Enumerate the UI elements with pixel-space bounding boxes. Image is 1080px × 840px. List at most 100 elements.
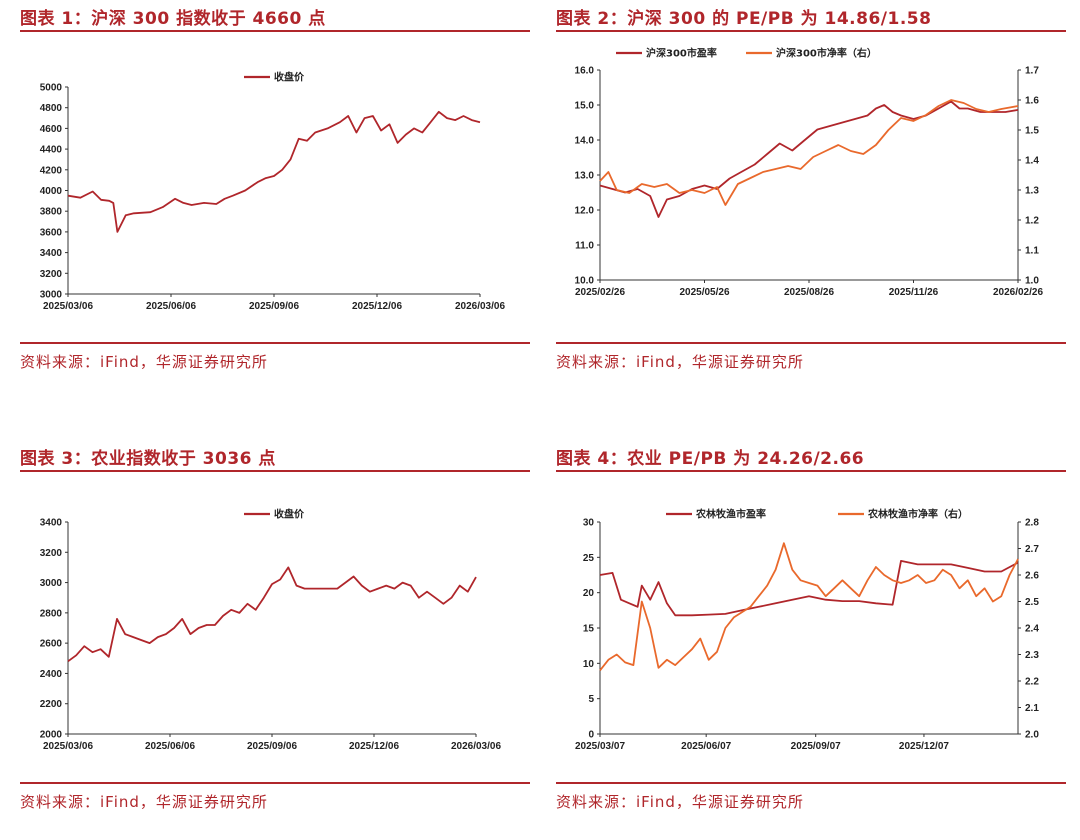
source-note-4: 资料来源：iFind，华源证券研究所 [556, 793, 804, 811]
x-tick-label: 2025/12/06 [349, 741, 399, 752]
y-tick-label: 12.0 [575, 206, 595, 217]
y-tick-label: 2400 [40, 669, 63, 680]
y-tick-label: 20 [583, 588, 595, 599]
y-tick-label: 3600 [40, 227, 63, 238]
source-note-2: 资料来源：iFind，华源证券研究所 [556, 353, 804, 371]
y-tick-label: 2200 [40, 699, 63, 710]
y2-tick-label: 1.7 [1025, 66, 1039, 77]
chart-panel-3: 图表 3：农业指数收于 3036 点 2000 2200 2400 2600 2800 3… [20, 440, 530, 840]
x-tick-label: 2025/11/26 [889, 287, 939, 298]
series-line-1 [599, 100, 1019, 218]
chart-title-4: 图表 4：农业 PE/PB 为 24.26/2.66 [556, 449, 865, 469]
y2-tick-label: 2.5 [1025, 597, 1039, 608]
title-rule-1 [20, 30, 530, 32]
x-tick-label: 2025/08/26 [784, 287, 834, 298]
series-line-2 [599, 99, 1019, 206]
y-tick-label: 13.0 [575, 171, 595, 182]
y-tick-label: 3400 [40, 248, 63, 259]
x-tick-label: 2025/05/26 [679, 287, 729, 298]
y2-tick-label: 2.2 [1025, 677, 1039, 688]
y-tick-label: 2600 [40, 639, 63, 650]
y-tick-label: 3800 [40, 207, 63, 218]
chart-plot-4: 0 5 10 15 20 25 30 2.0 2.1 2.2 2.3 2.4 2.5 2.6 2.7 2.8 2… [575, 508, 1039, 753]
y-tick-label: 16.0 [575, 66, 595, 77]
y2-tick-label: 2.4 [1025, 624, 1039, 635]
x-tick-label: 2025/03/06 [43, 301, 93, 312]
y-tick-label: 5000 [40, 83, 63, 94]
y2-tick-label: 1.0 [1025, 276, 1039, 287]
y2-tick-label: 1.5 [1025, 126, 1039, 137]
x-tick-label: 2025/06/06 [146, 301, 196, 312]
y-tick-label: 3000 [40, 578, 63, 589]
x-tick-label: 2026/03/06 [451, 741, 501, 752]
y-tick-label: 25 [583, 553, 595, 564]
series-line-1 [67, 566, 477, 663]
source-rule-2 [556, 342, 1066, 344]
y-tick-label: 4400 [40, 145, 63, 156]
series-line-1 [599, 560, 1019, 617]
series-line-1 [67, 110, 481, 233]
x-tick-label: 2026/02/26 [993, 287, 1043, 298]
legend-label-1: 沪深300市盈率 [646, 47, 717, 60]
y2-tick-label: 1.6 [1025, 96, 1039, 107]
y-tick-label: 3200 [40, 269, 63, 280]
y2-tick-label: 1.4 [1025, 156, 1039, 167]
title-rule-3 [20, 470, 530, 472]
source-rule-4 [556, 782, 1066, 784]
y-tick-label: 14.0 [575, 136, 595, 147]
chart-title-2: 图表 2：沪深 300 的 PE/PB 为 14.86/1.58 [556, 9, 932, 29]
x-tick-label: 2025/02/26 [575, 287, 625, 298]
x-tick-label: 2025/12/06 [352, 301, 402, 312]
y-tick-label: 2000 [40, 730, 63, 741]
y2-tick-label: 2.0 [1025, 730, 1039, 741]
y2-tick-label: 2.8 [1025, 518, 1039, 529]
legend-label-2: 农林牧渔市净率（右） [867, 508, 968, 521]
chart-panel-4: 图表 4：农业 PE/PB 为 24.26/2.66 0 5 10 15 20 25 30 2… [556, 440, 1066, 840]
y2-tick-label: 1.1 [1025, 246, 1039, 257]
y-tick-label: 11.0 [575, 241, 594, 252]
source-rule-1 [20, 342, 530, 344]
source-note-3: 资料来源：iFind，华源证券研究所 [20, 793, 268, 811]
source-rule-3 [20, 782, 530, 784]
y-tick-label: 4000 [40, 186, 63, 197]
y-tick-label: 15.0 [575, 101, 595, 112]
y-tick-label: 4800 [40, 103, 63, 114]
y2-tick-label: 2.7 [1025, 544, 1039, 555]
x-tick-label: 2025/03/06 [43, 741, 93, 752]
x-tick-label: 2025/09/07 [791, 741, 841, 752]
y2-tick-label: 2.6 [1025, 571, 1039, 582]
title-rule-4 [556, 470, 1066, 472]
x-tick-label: 2025/09/06 [247, 741, 297, 752]
legend-label-1: 农林牧渔市盈率 [695, 508, 766, 521]
y-tick-label: 10 [583, 659, 595, 670]
y2-tick-label: 2.1 [1025, 703, 1039, 714]
legend-label-1: 收盘价 [274, 508, 305, 521]
y-tick-label: 15 [583, 624, 595, 635]
y-tick-label: 3400 [40, 518, 63, 529]
title-rule-2 [556, 30, 1066, 32]
y-tick-label: 0 [588, 730, 594, 741]
x-tick-label: 2025/06/07 [681, 741, 731, 752]
chart-title-1: 图表 1：沪深 300 指数收于 4660 点 [20, 9, 326, 29]
y-tick-label: 3000 [40, 290, 63, 301]
y2-tick-label: 2.3 [1025, 650, 1039, 661]
legend-label-2: 沪深300市净率（右） [776, 47, 877, 60]
chart-panel-1: 图表 1：沪深 300 指数收于 4660 点 3000 3200 3400 3600… [20, 0, 530, 400]
chart-title-3: 图表 3：农业指数收于 3036 点 [20, 449, 276, 469]
y2-tick-label: 1.3 [1025, 186, 1039, 197]
source-note-1: 资料来源：iFind，华源证券研究所 [20, 353, 268, 371]
y2-tick-label: 1.2 [1025, 216, 1039, 227]
chart-plot-1: 3000 3200 3400 3600 3800 4000 4200 4400 4600 4800… [40, 71, 506, 313]
y-tick-label: 3200 [40, 548, 63, 559]
y-tick-label: 10.0 [575, 276, 595, 287]
y-tick-label: 2800 [40, 608, 63, 619]
series-line-2 [599, 542, 1019, 671]
y-tick-label: 4600 [40, 124, 63, 135]
x-tick-label: 2026/03/06 [455, 301, 505, 312]
chart-plot-3: 2000 2200 2400 2600 2800 3000 3200 3400 2025/03/… [40, 508, 502, 753]
x-tick-label: 2025/12/07 [899, 741, 949, 752]
y-tick-label: 30 [583, 518, 595, 529]
chart-panel-2: 图表 2：沪深 300 的 PE/PB 为 14.86/1.58 10.0 11.… [556, 0, 1066, 400]
x-tick-label: 2025/06/06 [145, 741, 195, 752]
y-tick-label: 5 [588, 694, 594, 705]
